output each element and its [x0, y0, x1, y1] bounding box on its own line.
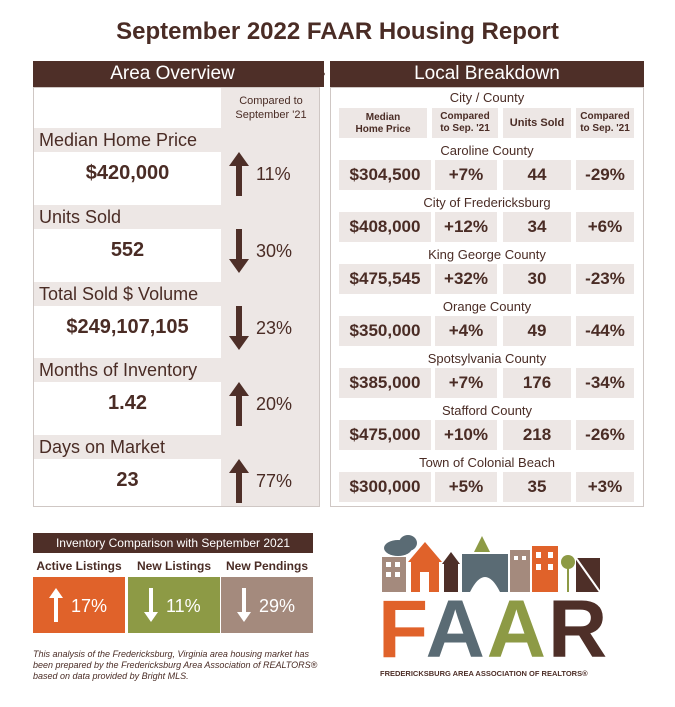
cell-price-change: +12%	[435, 212, 497, 242]
area-name: Spotsylvania County	[427, 351, 547, 366]
inventory-header: Inventory Comparison with September 2021	[33, 533, 313, 553]
metric-change: 23%	[256, 318, 293, 338]
city-county-label: City / County	[449, 90, 525, 105]
cell-price-change: +7%	[435, 160, 497, 190]
header-arrow-tip	[312, 61, 325, 87]
compared-column	[221, 88, 319, 506]
cell-price-change: +4%	[435, 316, 497, 346]
inventory-label: New Listings	[136, 559, 211, 573]
cell-price: $475,545	[339, 264, 431, 294]
arrow-up-icon	[229, 459, 249, 508]
logo-letter-a1: A	[425, 584, 487, 675]
col-units-sold: Units Sold	[503, 108, 571, 138]
inventory-change: 29%	[259, 596, 296, 616]
cell-units: 35	[503, 472, 571, 502]
arrow-down-icon	[144, 588, 158, 627]
area-name: Stafford County	[441, 403, 533, 418]
cell-price-change: +32%	[435, 264, 497, 294]
skyline-icon	[382, 535, 601, 593]
local-breakdown-panel: City / County Median Home Price Compared…	[330, 87, 644, 507]
area-name: King George County	[428, 247, 546, 262]
arrow-down-icon	[229, 229, 249, 278]
col-median-price: Median Home Price	[339, 108, 427, 138]
metric-label: Units Sold	[34, 205, 221, 229]
footnote: This analysis of the Fredericksburg, Vir…	[33, 649, 318, 681]
cell-units-change: -44%	[576, 316, 634, 346]
logo-tagline: FREDERICKSBURG AREA ASSOCIATION OF REALT…	[380, 669, 588, 678]
cell-units: 44	[503, 160, 571, 190]
cell-price: $304,500	[339, 160, 431, 190]
cell-units-change: -23%	[576, 264, 634, 294]
metric-value: 552	[110, 239, 145, 261]
area-name: City of Fredericksburg	[423, 195, 551, 210]
local-breakdown-title: Local Breakdown	[414, 63, 560, 84]
cell-units-change: +3%	[576, 472, 634, 502]
cell-units-change: -34%	[576, 368, 634, 398]
logo-letter-r: R	[548, 584, 610, 675]
cell-price: $385,000	[339, 368, 431, 398]
cell-price-change: +5%	[435, 472, 497, 502]
local-breakdown-header: Local Breakdown	[330, 61, 644, 87]
cell-price-change: +7%	[435, 368, 497, 398]
area-name: Orange County	[442, 299, 532, 314]
area-name: Town of Colonial Beach	[419, 455, 555, 470]
inventory-change: 17%	[71, 596, 108, 616]
arrow-up-icon	[49, 588, 63, 627]
inventory-box: 17%	[33, 577, 125, 633]
cell-units: 218	[503, 420, 571, 450]
cell-units-change: +6%	[576, 212, 634, 242]
metric-change: 20%	[256, 394, 293, 414]
metric-label: Days on Market	[34, 435, 221, 459]
metric-change: 77%	[256, 471, 293, 491]
inventory-change: 11%	[166, 596, 201, 616]
cell-units-change: -26%	[576, 420, 634, 450]
cell-units: 49	[503, 316, 571, 346]
logo-letter-f: F	[378, 584, 426, 675]
area-overview-title: Area Overview	[110, 63, 235, 84]
metric-value: 23	[116, 469, 139, 491]
inventory-label: Active Listings	[36, 559, 122, 573]
faar-wordmark: FAAR	[378, 589, 609, 671]
area-name: Caroline County	[440, 143, 534, 158]
col-units-compared: Compared to Sep. '21	[576, 108, 634, 138]
cell-price-change: +10%	[435, 420, 497, 450]
metric-label: Total Sold $ Volume	[34, 282, 221, 306]
metric-value: $249,107,105	[66, 316, 189, 338]
inventory-box: 11%	[128, 577, 220, 633]
cell-units: 176	[503, 368, 571, 398]
metric-change: 30%	[256, 241, 293, 261]
arrow-up-icon	[229, 152, 249, 201]
cell-price: $300,000	[339, 472, 431, 502]
metric-change: 11%	[256, 164, 291, 184]
inventory-title: Inventory Comparison with September 2021	[55, 536, 291, 550]
logo-letter-a2: A	[486, 584, 549, 675]
cell-price: $350,000	[339, 316, 431, 346]
cell-price: $408,000	[339, 212, 431, 242]
cell-price: $475,000	[339, 420, 431, 450]
metric-label: Median Home Price	[34, 128, 221, 152]
area-overview-header: Area Overview	[33, 61, 324, 87]
metric-value: 1.42	[108, 392, 147, 414]
arrow-down-icon	[229, 306, 249, 355]
cell-units-change: -29%	[576, 160, 634, 190]
arrow-down-icon	[237, 588, 251, 627]
cell-units: 30	[503, 264, 571, 294]
metric-value: $420,000	[85, 162, 170, 184]
arrow-up-icon	[229, 382, 249, 431]
compared-column-label: Compared to September '21	[235, 95, 307, 121]
faar-logo: FAAR FREDERICKSBURG AREA ASSOCIATION OF …	[378, 532, 618, 682]
col-price-compared: Compared to Sep. '21	[432, 108, 498, 138]
page-title: September 2022 FAAR Housing Report	[116, 18, 559, 45]
metric-label: Months of Inventory	[34, 358, 221, 382]
inventory-label: New Pendings	[225, 559, 308, 573]
inventory-box: 29%	[221, 577, 313, 633]
cell-units: 34	[503, 212, 571, 242]
